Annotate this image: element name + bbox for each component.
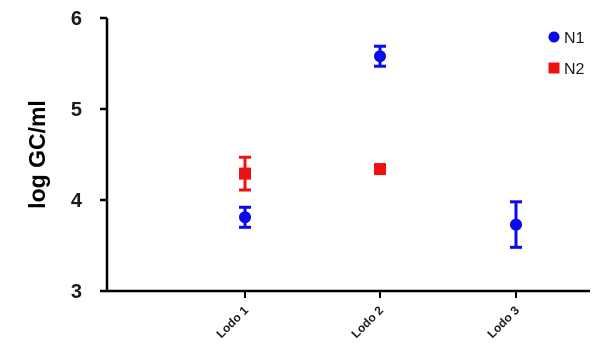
axes	[105, 18, 590, 293]
data-point-square	[239, 167, 251, 180]
y-ticks: 3 4 5 6	[71, 8, 107, 303]
legend: N1 N2	[548, 30, 585, 78]
legend-marker-N2	[548, 62, 560, 74]
x-ticks: Lodo 1 Lodo 2 Lodo 3	[213, 291, 522, 341]
legend-marker-N1	[548, 31, 560, 43]
data-point-circle	[239, 211, 251, 224]
x-category-label: Lodo 1	[213, 303, 251, 341]
data-point-circle	[510, 218, 522, 231]
y-tick-label: 6	[71, 8, 82, 30]
data-point-circle	[374, 50, 386, 63]
x-category-label: Lodo 2	[348, 303, 386, 341]
data-point-square	[374, 163, 386, 176]
data-marks	[239, 44, 522, 249]
x-category-label: Lodo 3	[484, 303, 522, 341]
y-tick-label: 5	[71, 99, 82, 121]
y-axis-title: log GC/ml	[24, 100, 50, 209]
y-tick-label: 3	[71, 281, 82, 303]
legend-label-N1: N1	[564, 30, 585, 47]
y-tick-label: 4	[71, 190, 83, 212]
legend-label-N2: N2	[564, 61, 585, 78]
series-N1	[239, 44, 522, 249]
series-N2	[239, 155, 386, 192]
